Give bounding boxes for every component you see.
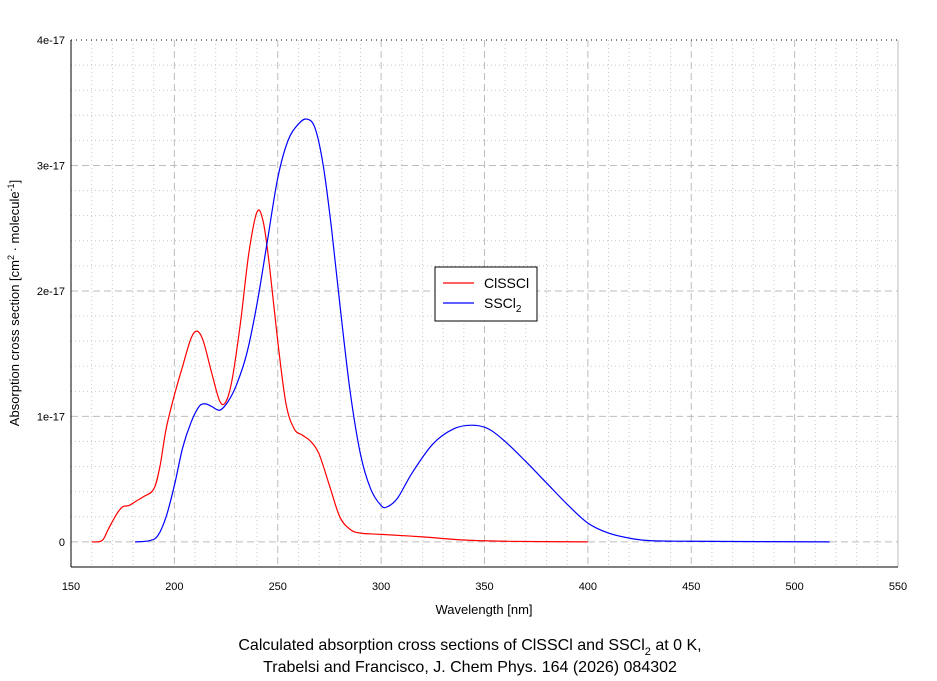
y-tick-label: 2e-17 [37, 286, 65, 298]
y-tick-label: 3e-17 [37, 160, 65, 172]
x-tick-label: 450 [682, 581, 700, 593]
x-tick-label: 500 [785, 581, 803, 593]
y-tick-label: 4e-17 [37, 35, 65, 47]
y-axis-label: Absorption cross section [cm2 · molecule… [6, 180, 22, 426]
axes [70, 39, 899, 568]
x-tick-label: 250 [269, 581, 287, 593]
y-tick-label: 0 [59, 537, 65, 549]
chart-title-line2: Trabelsi and Francisco, J. Chem Phys. 16… [263, 659, 677, 676]
series-line-clsscl [91, 209, 588, 543]
series-line-sscl2 [135, 118, 830, 543]
x-axis-label: Wavelength [nm] [435, 602, 532, 617]
chart-title-line1: Calculated absorption cross sections of … [238, 637, 701, 658]
x-tick-label: 200 [165, 581, 183, 593]
x-tick-label: 550 [889, 581, 907, 593]
series-lines [91, 118, 830, 543]
y-tick-label: 1e-17 [37, 411, 65, 423]
legend: ClSSCl SSCl2 [434, 266, 538, 322]
legend-label-clsscl: ClSSCl [484, 275, 529, 291]
x-tick-label: 300 [372, 581, 390, 593]
x-tick-label: 150 [62, 581, 80, 593]
legend-label-sscl2: SSCl2 [484, 295, 522, 315]
x-tick-label: 350 [475, 581, 493, 593]
legend-box [434, 266, 538, 322]
tick-labels: 150 200 250 300 350 400 450 500 550 0 1e-17 2e-17 3e… [37, 35, 907, 593]
x-tick-label: 400 [579, 581, 597, 593]
